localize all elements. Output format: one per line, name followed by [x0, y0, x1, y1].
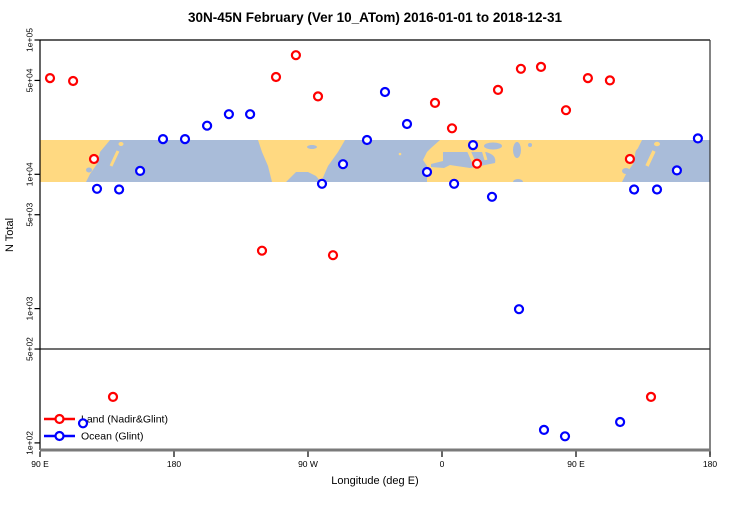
data-point [337, 159, 349, 170]
legend-item-land: Land (Nadir&Glint) [44, 414, 168, 426]
west-mediterranean [431, 161, 452, 168]
y-axis-ticks: 1e+05 5e+04 1e+04 5e+03 1e+03 5e+02 1e+02 [25, 28, 40, 455]
data-point [107, 391, 119, 402]
great-lakes [307, 145, 317, 149]
data-point [467, 140, 479, 151]
data-point [223, 109, 234, 120]
data-point [327, 250, 339, 261]
data-point [560, 105, 572, 116]
data-point [692, 133, 704, 144]
persian-gulf [513, 179, 523, 182]
data-point [559, 431, 571, 442]
data-point [671, 165, 683, 176]
land-eurasia-africa [423, 140, 642, 182]
chart-title: 30N-45N February (Ver 10_ATom) 2016-01-0… [188, 10, 562, 25]
data-point [113, 184, 125, 195]
data-point [471, 158, 483, 169]
data-point [157, 134, 169, 145]
legend-ocean-circle-icon [54, 430, 65, 442]
data-point [361, 134, 373, 146]
x-axis-title: Longitude (deg E) [331, 475, 418, 487]
legend-land-label: Land (Nadir&Glint) [81, 414, 168, 426]
sea-of-japan-right [635, 148, 645, 162]
series-ocean [77, 86, 704, 442]
legend-ocean-label: Ocean (Glint) [81, 431, 143, 443]
data-point [135, 165, 146, 176]
data-point [624, 153, 636, 165]
legend-land-circle-icon [54, 413, 65, 425]
x-tick-label: 0 [440, 459, 445, 469]
x-tick-label: 90 W [298, 459, 318, 469]
y-tick-label: 1e+05 [25, 28, 35, 52]
x-tick-label: 90 E [567, 459, 585, 469]
data-point [486, 191, 498, 202]
data-point [651, 184, 663, 195]
data-point [446, 123, 458, 134]
data-point [67, 75, 79, 87]
series-land [44, 50, 657, 402]
data-point [538, 424, 550, 435]
x-tick-label: 90 E [31, 459, 49, 469]
legend-item-ocean: Ocean (Glint) [44, 431, 143, 443]
data-point [604, 75, 616, 86]
data-point [270, 71, 282, 83]
yellow-sea-left [86, 167, 92, 173]
y-tick-label: 5e+02 [25, 337, 35, 361]
data-point [290, 50, 301, 61]
data-point [179, 134, 191, 145]
yellow-sea-right [622, 168, 630, 174]
data-point [256, 245, 268, 256]
data-point [88, 153, 100, 165]
black-sea [484, 142, 502, 150]
legend: Land (Nadir&Glint) Ocean (Glint) [44, 414, 168, 443]
land-asia-left [40, 140, 110, 182]
data-point [513, 304, 525, 315]
data-point [312, 91, 324, 102]
japan-left [109, 150, 120, 167]
data-point [401, 118, 413, 130]
map-band [40, 140, 710, 182]
land-north-america [258, 140, 345, 182]
data-point [429, 97, 441, 109]
greece [481, 149, 488, 161]
x-tick-label: 180 [167, 459, 181, 469]
y-tick-label: 5e+03 [25, 203, 35, 227]
x-axis-ticks: 90 E 180 90 W 0 90 E 180 [31, 451, 717, 469]
sea-of-japan-left [100, 149, 108, 161]
data-points [44, 50, 704, 442]
data-point [492, 84, 504, 96]
data-point [91, 183, 103, 194]
y-tick-label: 1e+04 [25, 162, 35, 186]
data-point [515, 63, 527, 74]
y-tick-label: 1e+02 [25, 431, 35, 455]
y-axis-title: N Total [4, 218, 16, 252]
data-point [628, 184, 640, 195]
data-point [379, 86, 391, 98]
data-point [245, 109, 256, 120]
data-point [421, 166, 433, 178]
caspian-sea [513, 142, 521, 158]
hokkaido-left [118, 142, 124, 146]
data-point [77, 418, 89, 429]
y-tick-label: 5e+04 [25, 68, 35, 92]
azores [398, 152, 402, 156]
japan-right [645, 150, 656, 167]
data-point [582, 72, 594, 84]
x-tick-label: 180 [703, 459, 717, 469]
data-point [645, 391, 657, 402]
y-tick-label: 1e+03 [25, 296, 35, 320]
data-point [614, 416, 626, 428]
data-point [535, 61, 547, 73]
mediterranean-sea [443, 152, 496, 168]
hokkaido-right [654, 141, 660, 147]
data-point [449, 178, 460, 189]
aral-sea [528, 143, 532, 147]
data-point [316, 178, 328, 189]
data-point [44, 72, 56, 84]
data-point [202, 120, 213, 131]
